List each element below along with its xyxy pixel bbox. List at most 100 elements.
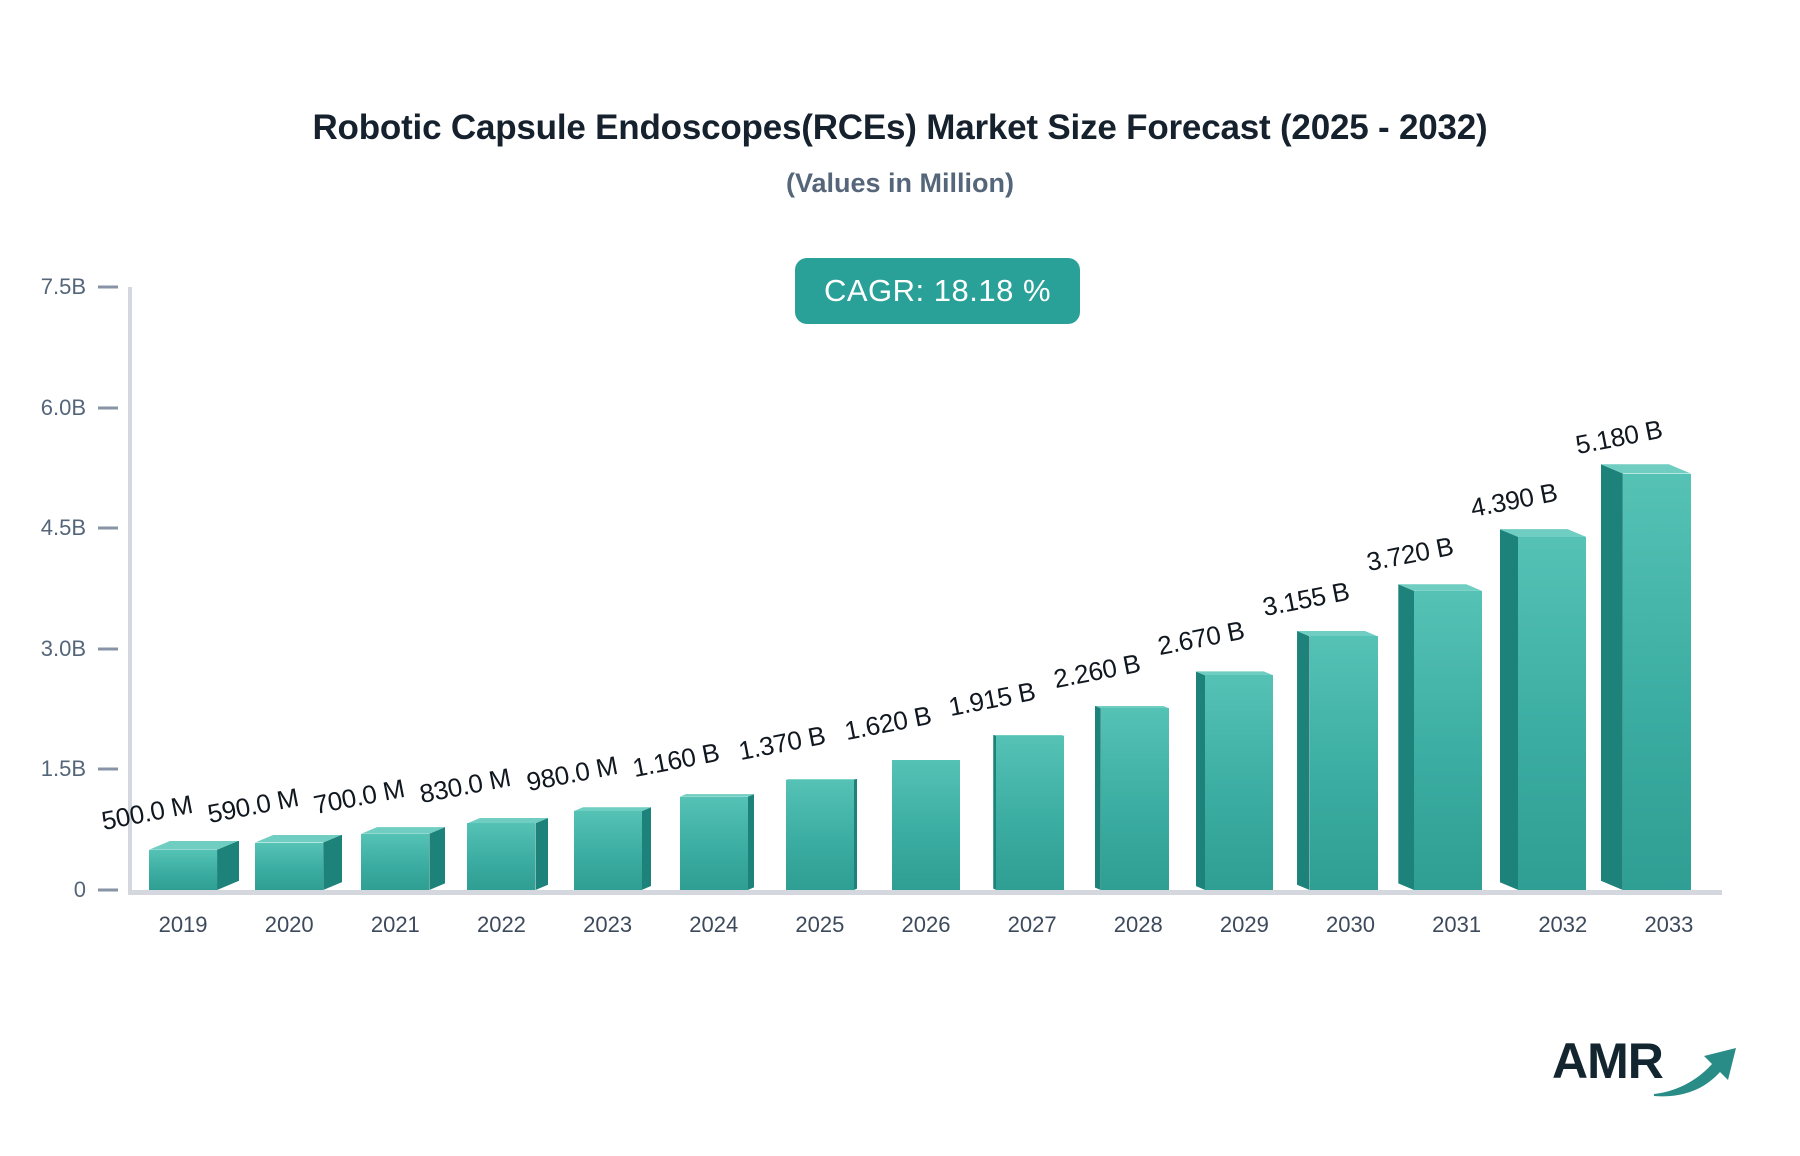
bar-top-face	[1094, 705, 1169, 709]
bar-side-face	[1601, 464, 1623, 890]
bar-2029[interactable]	[1195, 671, 1274, 890]
x-axis-label-2021: 2021	[370, 912, 420, 937]
cagr-badge-label: CAGR: 18.18 %	[823, 273, 1052, 308]
bar-front-face	[361, 833, 430, 890]
bar-side-face	[217, 841, 239, 890]
amr-logo-text: AMR	[1552, 1033, 1664, 1089]
bar-top-face	[149, 840, 240, 850]
bar-front-face	[467, 823, 536, 890]
bar-value-label: 1.370 B	[735, 719, 828, 766]
x-axis-line	[128, 890, 1722, 895]
bar-2021[interactable]	[361, 827, 446, 890]
bar-side-face	[993, 735, 996, 890]
bar-value-label: 830.0 M	[417, 762, 514, 810]
bar-2028[interactable]	[1094, 705, 1169, 890]
y-axis-tick	[98, 647, 118, 651]
x-axis-label-2022: 2022	[476, 912, 526, 937]
bar-front-face	[573, 811, 642, 890]
bar-2031[interactable]	[1398, 584, 1483, 890]
bar-side-face	[1095, 706, 1101, 890]
x-axis-label-2024: 2024	[689, 912, 739, 937]
bar-top-face	[255, 834, 343, 843]
x-axis-label-2019: 2019	[158, 912, 208, 937]
x-axis-label-2033: 2033	[1644, 912, 1694, 937]
bar-2023[interactable]	[573, 807, 652, 890]
cagr-badge: CAGR: 18.18 %	[795, 258, 1080, 324]
bar-side-face	[642, 807, 651, 890]
bar-2032[interactable]	[1499, 529, 1587, 890]
bar-value-label: 2.670 B	[1155, 615, 1247, 662]
x-axis-label-2031: 2031	[1432, 912, 1482, 937]
bar-top-face	[361, 827, 446, 834]
x-axis-label-2030: 2030	[1326, 912, 1376, 937]
x-axis-label-2028: 2028	[1113, 912, 1163, 937]
bar-side-face	[854, 779, 857, 890]
bar-front-face	[1518, 537, 1587, 890]
bar-front-face	[892, 759, 960, 890]
growth-arrow-icon	[1654, 1048, 1736, 1097]
y-axis-tick	[98, 285, 118, 289]
bar-front-face	[255, 842, 324, 890]
bar-front-face	[1622, 473, 1691, 890]
bar-2020[interactable]	[255, 834, 343, 890]
bar-value-label: 1.915 B	[946, 675, 1039, 723]
bar-value-label: 700.0 M	[311, 772, 408, 820]
bar-2024[interactable]	[679, 794, 754, 890]
y-axis-label: 0	[73, 877, 86, 902]
bar-value-label: 3.155 B	[1259, 576, 1352, 623]
bar-value-label: 5.180 B	[1572, 413, 1665, 460]
y-axis-line	[128, 287, 132, 894]
y-axis-label: 3.0B	[40, 635, 86, 661]
x-axis-label-2027: 2027	[1007, 912, 1057, 937]
bar-2026[interactable]	[892, 759, 960, 890]
bar-value-label: 4.390 B	[1468, 476, 1561, 524]
y-axis-label: 7.5B	[40, 274, 86, 299]
bar-front-face	[1309, 636, 1378, 890]
bar-2033[interactable]	[1600, 464, 1691, 890]
bar-side-face	[429, 827, 445, 890]
bar-top-face	[993, 734, 1065, 737]
bar-front-face	[149, 849, 218, 890]
bar-2019[interactable]	[149, 840, 240, 890]
bar-value-label: 980.0 M	[523, 750, 620, 798]
x-axis-label-2023: 2023	[583, 912, 633, 937]
x-axis-label-2025: 2025	[795, 912, 845, 937]
bar-side-face	[535, 818, 548, 890]
bar-front-face	[679, 796, 748, 890]
bar-front-face	[996, 736, 1065, 890]
bar-side-face	[748, 794, 754, 890]
bar-front-face	[1100, 708, 1169, 890]
y-axis-tick	[98, 767, 118, 771]
bar-side-face	[323, 835, 342, 890]
bar-front-face	[785, 779, 854, 890]
bar-value-label: 3.720 B	[1364, 530, 1456, 577]
bar-side-face	[1398, 584, 1414, 890]
x-axis-label-2032: 2032	[1538, 912, 1588, 937]
bar-value-label: 1.620 B	[842, 699, 934, 746]
x-axis-label-2026: 2026	[901, 912, 951, 937]
bar-top-face	[1499, 529, 1587, 538]
bar-top-face	[467, 817, 549, 824]
bar-value-label: 1.160 B	[629, 736, 722, 783]
bar-value-label: 2.260 B	[1050, 648, 1143, 695]
chart-title: Robotic Capsule Endoscopes(RCEs) Market …	[312, 108, 1488, 147]
y-axis-label: 6.0B	[40, 394, 86, 420]
bar-top-face	[785, 778, 857, 780]
y-axis-tick	[98, 406, 118, 410]
bar-2027[interactable]	[993, 734, 1065, 890]
y-axis-tick	[98, 526, 118, 530]
bar-front-face	[1414, 590, 1483, 890]
bar-side-face	[1500, 529, 1519, 890]
bar-top-face	[1195, 671, 1274, 676]
x-axis-label-2029: 2029	[1219, 912, 1269, 937]
bar-2025[interactable]	[785, 778, 857, 890]
y-axis-tick	[98, 888, 118, 892]
y-axis-label: 1.5B	[40, 756, 86, 782]
bar-top-face	[1600, 464, 1691, 474]
chart-subtitle: (Values in Million)	[785, 168, 1015, 198]
bar-2022[interactable]	[467, 817, 549, 890]
bar-2030[interactable]	[1297, 631, 1378, 890]
bar-top-face	[1297, 631, 1378, 637]
